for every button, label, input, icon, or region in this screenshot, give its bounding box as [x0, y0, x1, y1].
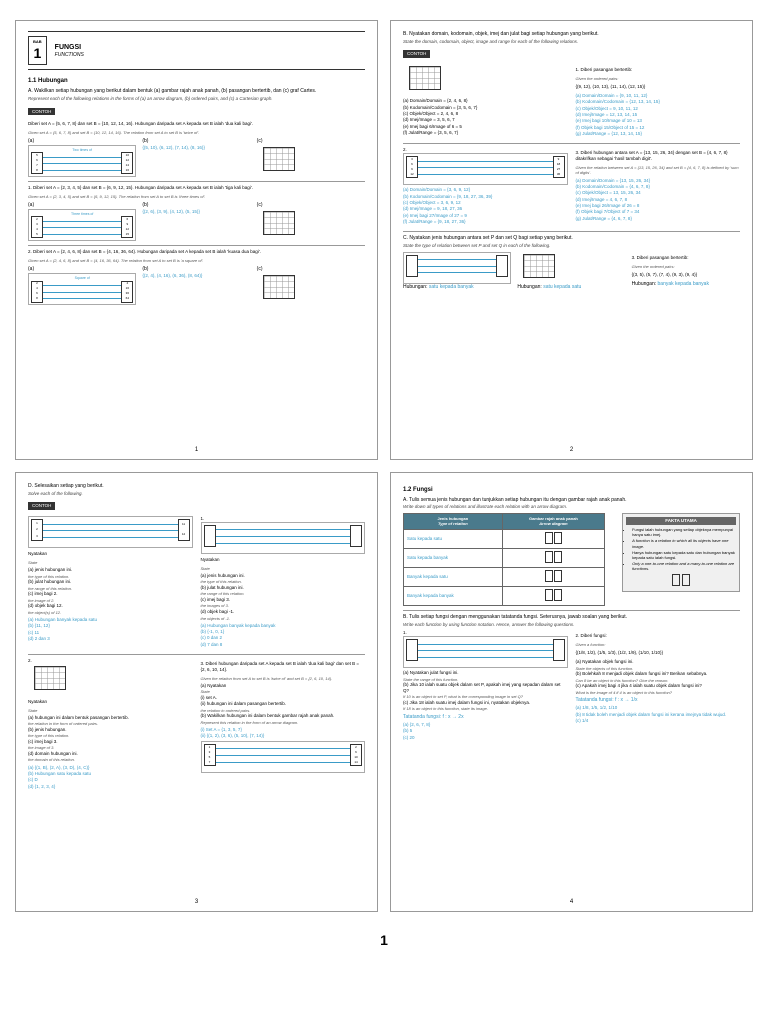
col-b: (b) {(5, 10), (6, 12), (7, 14), (8, 16)}	[142, 138, 250, 177]
q2-problem: 2. Diberi set A = {2, 4, 6, 8} dan set B…	[28, 249, 365, 255]
cartesian-graph	[403, 64, 443, 96]
col-a: (a) Two times of 567810121416	[28, 138, 136, 177]
contoh-tag: CONTOH	[403, 50, 430, 58]
arrow-diagram: Square of 24684163664	[28, 273, 136, 305]
instruction-d: D. Selesaikan setiap yang berikut.	[28, 483, 365, 490]
relation-types-table: Jenis hubunganType of relationGambar raj…	[403, 513, 605, 605]
answer-list: (a) Domain/Domain = {2, 4, 6, 8} (b) Kod…	[403, 98, 568, 136]
function-notation: Tatatanda fungsi: f : x → 2x	[403, 714, 568, 721]
section-title: 1.2 Fungsi	[403, 487, 740, 495]
instruction-a-en: Write down all types of relations and il…	[403, 504, 740, 510]
cartesian-graph	[257, 209, 297, 241]
instruction-c: C. Nyatakan jenis hubungan antara set P …	[403, 235, 740, 242]
set-box-a: 5678	[31, 152, 43, 174]
chapter-badge: BAB 1	[28, 36, 47, 65]
instruction-d-en: Solve each of the following.	[28, 491, 365, 497]
cartesian-graph	[28, 664, 68, 696]
contoh-block: 1231112 Nyatakan State (a) jenis hubunga…	[28, 516, 193, 649]
arrow-diagram: 1231112	[28, 516, 193, 548]
q1-problem-en: Given set A = {2, 3, 4, 5} and set B = {…	[28, 194, 365, 199]
col-c: (c)	[257, 138, 365, 177]
q3-block: 3. Diberi hubungan daripada set A kepada…	[201, 658, 366, 791]
c-item-2: Hubungan: satu kepada satu	[517, 252, 625, 291]
arrow-diagram: Three times of 2345691215	[28, 209, 136, 241]
contoh-tag: CONTOH	[28, 502, 55, 510]
chapter-subtitle: FUNCTIONS	[55, 52, 84, 59]
page-number: 2	[391, 447, 752, 455]
page-number: 4	[391, 899, 752, 907]
set-box-b: 10121416	[121, 152, 133, 174]
relation-row: Banyak kepada banyak	[404, 586, 503, 605]
master-page-number: 1	[15, 932, 753, 948]
instruction-b: B. Nyatakan domain, kodomain, objek, ime…	[403, 31, 740, 38]
c-item-3: 3. Diberi pasangan bertertib: Given the …	[632, 252, 740, 291]
q1-problem: 1. Diberi set A = {2, 3, 4, 5} dan set B…	[28, 185, 365, 191]
cartesian-graph	[517, 252, 557, 284]
ordered-pairs: {(5, 10), (6, 12), (7, 14), (8, 16)}	[142, 145, 250, 151]
arrow-diagram: 369129182736	[403, 153, 568, 185]
chapter-number: 1	[33, 44, 42, 62]
textbook-page-1: BAB 1 FUNGSI FUNCTIONS 1.1 Hubungan A. W…	[15, 20, 378, 460]
c-item-1: Hubungan: satu kepada banyak	[403, 252, 511, 291]
b-q1-block: 1. (a) Nyatakan julat fungsi ini.State t…	[403, 630, 568, 742]
fakta-utama-box: FAKTA UTAMA Fungsi ialah hubungan yang s…	[622, 513, 740, 592]
relation-row: Satu kepada satu	[404, 529, 503, 548]
arrow-diagram: Two times of 567810121416	[28, 145, 136, 177]
q1-title: 1. Diberi pasangan bertertib:	[576, 67, 741, 73]
textbook-page-4: 1.2 Fungsi A. Tulis semua jenis hubungan…	[390, 472, 753, 912]
relation-row: Satu kepada banyak	[404, 548, 503, 567]
fakta-title: FAKTA UTAMA	[626, 517, 736, 525]
instruction-a-en: Represent each of the following relation…	[28, 96, 365, 102]
ordered-pairs: {(2, 4), (4, 16), (6, 36), (8, 64)}	[142, 273, 250, 279]
answer-list: (a) Domain/Domain = {9, 10, 11, 12} (b) …	[576, 93, 741, 137]
textbook-page-2: B. Nyatakan domain, kodomain, objek, ime…	[390, 20, 753, 460]
q2-block: 2. Nyatakan State (a) hubungan ini dalam…	[28, 658, 193, 791]
example-problem: Diberi set A = {5, 6, 7, 8} dan set B = …	[28, 121, 365, 127]
instruction-b: B. Tulis setiap fungsi dengan menggunaka…	[403, 614, 740, 621]
chapter-title: FUNGSI	[55, 43, 84, 52]
q1-pairs: {(9, 12), (10, 13), (11, 14), (12, 15)}	[576, 84, 741, 90]
relation-row: Banyak kepada satu	[404, 567, 503, 586]
instruction-b-en: Write each function by using function no…	[403, 622, 740, 628]
arrow-diagram	[403, 252, 511, 284]
instruction-c-en: State the type of relation between set P…	[403, 243, 740, 249]
arrow-diagram	[201, 522, 366, 554]
page-number: 1	[16, 447, 377, 455]
instruction-a: A. Wakilkan setiap hubungan yang berikut…	[28, 88, 365, 95]
q3-problem: 3. Diberi hubungan antara set A = {13, 1…	[576, 150, 741, 162]
example-problem-en: Given set A = {5, 6, 7, 8} and set B = {…	[28, 130, 365, 135]
instruction-b-en: State the domain, codomain, object, imag…	[403, 39, 740, 45]
textbook-page-3: D. Selesaikan setiap yang berikut. Solve…	[15, 472, 378, 912]
section-title: 1.1 Hubungan	[28, 78, 365, 86]
arrow-diagram: 1357261014	[201, 741, 366, 773]
cartesian-graph	[257, 273, 297, 305]
page-number: 3	[16, 899, 377, 907]
b-q2-block: 2. Diberi fungsi: Given a function: {(1/…	[576, 630, 741, 742]
instruction-a: A. Tulis semua jenis hubungan dan tunjuk…	[403, 497, 740, 504]
q2-problem-en: Given set A = {2, 4, 6, 8} and set B = {…	[28, 258, 365, 263]
chapter-header: BAB 1 FUNGSI FUNCTIONS	[28, 31, 365, 70]
contoh-tag: CONTOH	[28, 108, 55, 116]
cartesian-graph	[257, 145, 297, 177]
q1-block: 1. Nyatakan State (a) jenis hubungan ini…	[201, 516, 366, 649]
answer-list: (a) Domain/Domain = {13, 15, 26, 34} (b)…	[576, 178, 741, 222]
ordered-pairs: {(2, 6), (3, 9), (4, 12), (5, 15)}	[142, 209, 250, 215]
arrow-diagram	[403, 636, 568, 668]
answer-list: (a) Domain/Domain = {3, 6, 9, 12} (b) Ko…	[403, 187, 568, 225]
function-notation: Tatatanda fungsi: f : x → 1/x	[576, 697, 741, 704]
